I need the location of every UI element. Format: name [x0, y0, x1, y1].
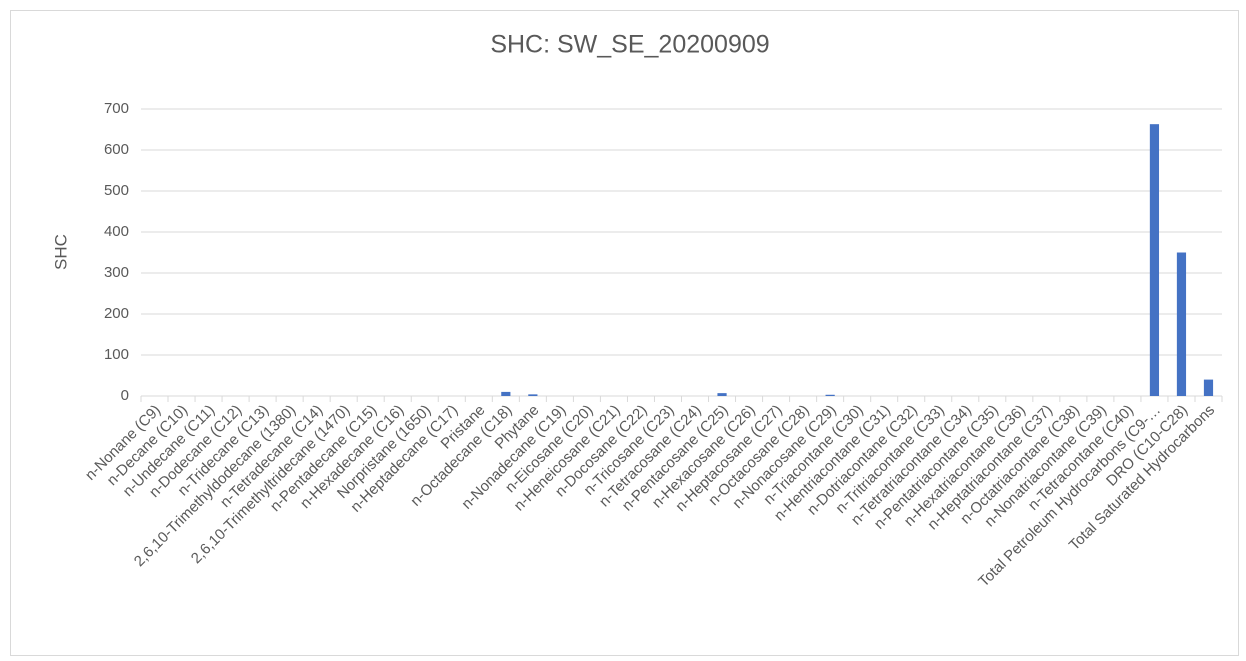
y-tick-label: 200 — [104, 305, 129, 322]
y-tick-label: 500 — [104, 182, 129, 199]
y-tick-label: 600 — [104, 141, 129, 158]
bar — [528, 394, 538, 396]
chart-border — [10, 10, 1239, 656]
y-tick-label: 0 — [121, 387, 129, 404]
bar — [501, 391, 511, 396]
bar — [1149, 124, 1160, 397]
bar — [717, 393, 727, 396]
y-tick-label: 300 — [104, 264, 129, 281]
chart-title: SHC: SW_SE_20200909 — [490, 31, 769, 59]
bar — [1203, 379, 1214, 396]
y-tick-label: 400 — [104, 223, 129, 240]
y-tick-label: 100 — [104, 346, 129, 363]
y-axis-label: SHC — [51, 234, 70, 270]
bar — [825, 394, 835, 396]
y-tick-label: 700 — [104, 100, 129, 117]
bar — [1176, 252, 1187, 396]
